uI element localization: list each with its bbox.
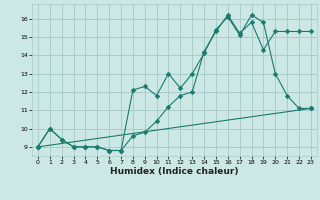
X-axis label: Humidex (Indice chaleur): Humidex (Indice chaleur) bbox=[110, 167, 239, 176]
